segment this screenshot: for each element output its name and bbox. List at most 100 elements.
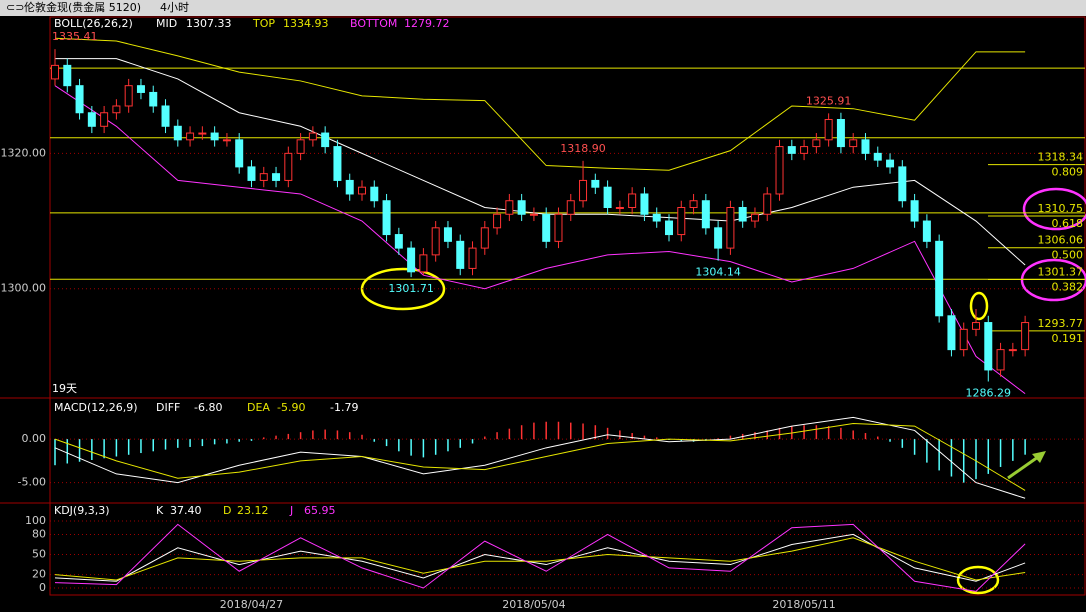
candle-body (677, 207, 686, 236)
candle-body (984, 322, 993, 371)
fib-ratio: 0.500 (1052, 249, 1084, 262)
candle-body (419, 254, 428, 273)
legend-name: DIFF (156, 401, 180, 414)
candle-body (173, 125, 182, 141)
candle-body (542, 213, 551, 242)
legend-value: 1307.33 (186, 17, 232, 30)
candle-body (431, 227, 440, 256)
fib-price: 1306.06 (1038, 234, 1084, 247)
candle-body (935, 240, 944, 317)
candle-body (972, 322, 980, 330)
candle-body (763, 193, 772, 215)
candle-body (996, 349, 1005, 371)
y-tick-label: 0.00 (22, 432, 47, 445)
candle-body (579, 179, 588, 202)
candle-body (615, 207, 624, 209)
y-tick-label: 1320.00 (1, 146, 47, 159)
candle-body (124, 85, 133, 107)
candle-body (873, 152, 882, 161)
candle-body (714, 227, 723, 249)
candle-body (665, 220, 673, 236)
candle-body (849, 139, 858, 148)
x-tick-label: 2018/05/04 (502, 598, 565, 611)
candle-body (812, 139, 821, 148)
candle-body (468, 247, 477, 269)
candle-body (235, 139, 244, 168)
candle-body (750, 213, 759, 222)
legend-name: MID (156, 17, 177, 30)
price-annotation: 1286.29 (966, 387, 1012, 400)
legend-name: TOP (252, 17, 275, 30)
fib-ratio: 0.382 (1052, 280, 1084, 293)
days-label: 19天 (52, 382, 77, 395)
candle-body (775, 146, 784, 195)
candle-body (161, 105, 170, 127)
candle-body (407, 247, 416, 273)
candle-body (566, 200, 575, 215)
candle-body (136, 85, 145, 93)
legend-name: BOTTOM (350, 17, 397, 30)
candle-body (836, 119, 845, 148)
indicator-line (54, 416, 1026, 499)
candle-body (247, 166, 256, 181)
y-tick-label: 80 (32, 527, 46, 540)
price-annotation: 1325.91 (806, 94, 852, 107)
candle-body (63, 64, 72, 87)
candle-body (640, 193, 649, 215)
indicator-line (54, 85, 1026, 395)
highlight-ellipse (1020, 258, 1086, 302)
price-annotation: 1304.14 (695, 266, 741, 279)
candle-body (701, 200, 710, 229)
legend-value: 1279.72 (404, 17, 450, 30)
candle-body (296, 139, 305, 154)
y-tick-label: 0 (39, 581, 46, 594)
fib-price: 1318.34 (1038, 151, 1084, 164)
candle-body (358, 186, 366, 195)
candle-body (456, 240, 465, 269)
price-annotation: 1335.41 (52, 30, 98, 43)
legend-name: DEA (247, 401, 270, 414)
legend-value: -5.90 (277, 401, 305, 414)
highlight-ellipse (969, 291, 989, 321)
candle-body (100, 112, 109, 127)
candle-body (272, 173, 281, 181)
legend-name: D (223, 504, 231, 517)
candle-body (689, 200, 698, 209)
indicator-line (55, 58, 1026, 266)
candle-body (787, 146, 796, 154)
candle-body (370, 186, 379, 202)
candle-body (480, 227, 489, 249)
candle-body (824, 119, 833, 141)
arrow (1007, 455, 1039, 480)
candle-body (186, 132, 195, 141)
candle-body (382, 200, 391, 236)
candle-body (87, 112, 96, 127)
highlight-ellipse (1022, 187, 1086, 231)
price-annotation: 1318.90 (560, 142, 606, 155)
candle-body (1008, 349, 1017, 352)
indicator-name: KDJ(9,3,3) (54, 504, 110, 517)
candle-body (222, 139, 231, 142)
candle-body (1021, 322, 1030, 351)
y-tick-label: 20 (32, 568, 46, 581)
highlight-ellipse (956, 565, 1000, 595)
indicator-name: BOLL(26,26,2) (54, 17, 133, 30)
candle-body (886, 159, 895, 168)
legend-value: 1334.93 (283, 17, 329, 30)
indicator-line (54, 422, 1026, 491)
candle-body (308, 132, 317, 141)
fib-price: 1293.77 (1038, 317, 1084, 330)
frame (49, 16, 1086, 596)
fib-ratio: 0.191 (1052, 332, 1084, 345)
candle-body (394, 234, 403, 249)
y-tick-label: -5.00 (18, 476, 46, 489)
candle-body (910, 200, 919, 222)
candle-body (603, 186, 612, 208)
indicator-name: MACD(12,26,9) (54, 401, 138, 414)
candle-body (321, 132, 330, 148)
candle-body (149, 91, 158, 107)
candle-body (51, 64, 59, 80)
candle-body (198, 132, 207, 135)
